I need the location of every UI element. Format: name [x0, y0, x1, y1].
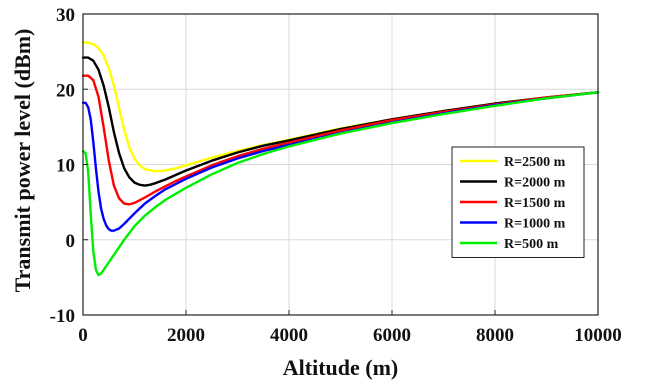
legend-label: R=1000 m: [504, 217, 566, 232]
y-tick-label: 30: [56, 5, 75, 26]
x-tick-label: 10000: [574, 325, 622, 346]
x-tick-label: 8000: [476, 325, 514, 346]
series-lines: [81, 41, 600, 277]
x-tick-label: 4000: [270, 325, 308, 346]
legend-label: R=2000 m: [504, 176, 566, 191]
x-tick-label: 6000: [373, 325, 411, 346]
legend-label: R=2500 m: [504, 155, 566, 170]
y-tick-label: -10: [50, 306, 75, 327]
y-tick-label: 0: [66, 231, 76, 252]
x-axis-title: Altitude (m): [283, 355, 398, 380]
legend: R=2500 m R=2000 m R=1500 m R=1000 m R=500 m: [451, 146, 585, 258]
y-axis-title: Transmit power level (dBm): [10, 29, 35, 293]
legend-label: R=500 m: [504, 237, 559, 252]
x-tick-label: 2000: [167, 325, 205, 346]
legend-label: R=1500 m: [504, 196, 566, 211]
y-tick-label: 10: [56, 156, 75, 177]
series-line-4: [81, 91, 600, 277]
y-tick-label: 20: [56, 80, 75, 101]
series-line-2: [81, 74, 600, 206]
x-tick-label: 0: [78, 325, 88, 346]
